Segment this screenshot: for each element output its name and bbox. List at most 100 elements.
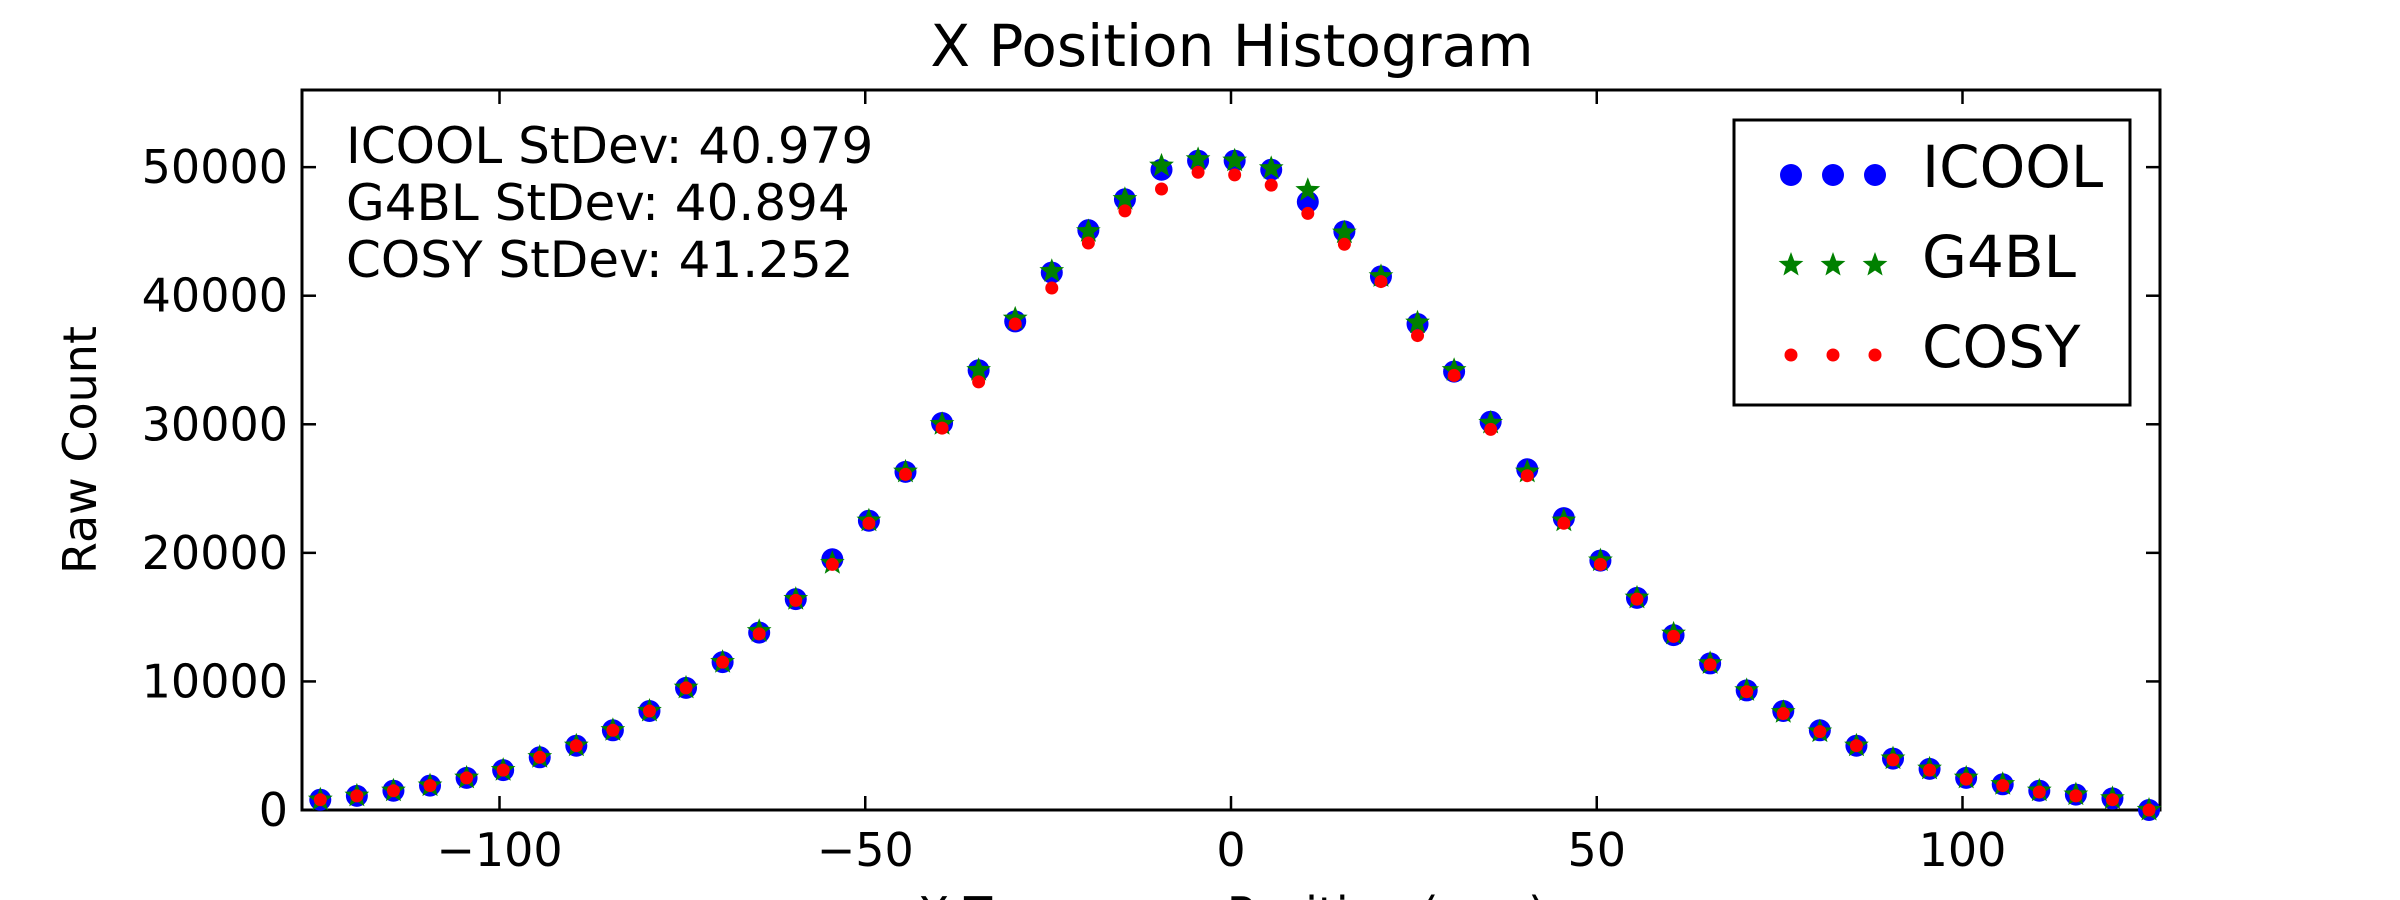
data-point-cosy (1630, 592, 1644, 606)
data-point-cosy (1008, 317, 1022, 331)
data-point-cosy (1264, 178, 1278, 192)
axis-ticks: −100 −50 0 50 100 0 10000 20000 30000 40000 50000 (142, 90, 2160, 877)
data-point-cosy (1557, 516, 1571, 530)
data-point-cosy (1191, 165, 1205, 179)
data-point-cosy (1886, 753, 1900, 767)
data-point-g4bl (1149, 152, 1174, 177)
data-point-cosy (1813, 725, 1827, 739)
data-point-cosy (1374, 275, 1388, 289)
data-point-cosy (716, 655, 730, 669)
data-point-cosy (1081, 236, 1095, 250)
legend-marker-cosy (1868, 348, 1882, 362)
y-tick-label: 40000 (142, 269, 288, 323)
data-point-cosy (1776, 707, 1790, 721)
data-series (307, 146, 2162, 821)
data-point-cosy (2142, 803, 2156, 817)
y-tick-label: 0 (259, 783, 288, 837)
data-point-cosy (2105, 793, 2119, 807)
stdev-annotations: ICOOL StDev: 40.979 G4BL StDev: 40.894 C… (346, 117, 873, 289)
data-point-cosy (642, 704, 656, 718)
data-point-cosy (752, 627, 766, 641)
data-point-g4bl (966, 357, 991, 381)
x-axis-label: X Transverse Position (mm) (918, 887, 1546, 900)
legend-label-g4bl: G4BL (1922, 223, 2076, 291)
chart-title: X Position Histogram (930, 12, 1533, 80)
data-point-cosy (1996, 779, 2010, 793)
legend-marker-icool (1822, 164, 1844, 186)
data-point-cosy (679, 681, 693, 695)
data-point-cosy (1923, 763, 1937, 777)
data-point-cosy (825, 557, 839, 571)
data-point-cosy (1520, 469, 1534, 483)
data-point-cosy (386, 784, 400, 798)
data-point-cosy (1959, 772, 1973, 786)
data-point-cosy (1155, 182, 1169, 196)
data-point-cosy (1703, 658, 1717, 672)
data-point-cosy (1447, 368, 1461, 382)
x-tick-label: −50 (817, 823, 914, 877)
data-point-cosy (1118, 204, 1132, 218)
data-point-cosy (862, 516, 876, 530)
data-point-g4bl (1478, 410, 1503, 434)
data-point-cosy (1411, 329, 1425, 343)
data-point-g4bl (1405, 309, 1430, 334)
y-tick-label: 50000 (142, 140, 288, 194)
legend-label-icool: ICOOL (1922, 133, 2103, 201)
data-point-g4bl (1039, 258, 1065, 282)
series-cosy (313, 165, 2156, 817)
legend-marker-g4bl (1778, 252, 1804, 276)
cosy-stdev-annotation: COSY StDev: 41.252 (346, 231, 854, 289)
data-point-cosy (972, 375, 986, 389)
data-point-cosy (2032, 785, 2046, 799)
x-tick-label: −100 (436, 823, 562, 877)
data-point-cosy (1301, 206, 1315, 220)
data-point-cosy (898, 467, 912, 481)
data-point-g4bl (1185, 146, 1211, 170)
data-point-cosy (423, 779, 437, 793)
data-point-cosy (1484, 422, 1498, 436)
data-point-cosy (496, 763, 510, 777)
data-point-cosy (606, 723, 620, 737)
data-point-g4bl (1332, 219, 1357, 244)
legend-marker-icool (1780, 164, 1802, 186)
data-point-cosy (789, 593, 803, 607)
x-tick-label: 100 (1919, 823, 2007, 877)
legend-marker-cosy (1784, 348, 1798, 362)
legend-markers (1778, 164, 1888, 362)
data-point-g4bl (1295, 177, 1321, 201)
data-point-g4bl (1258, 155, 1284, 179)
icool-stdev-annotation: ICOOL StDev: 40.979 (346, 117, 873, 175)
y-axis-label: Raw Count (53, 326, 107, 574)
legend-marker-icool (1864, 164, 1886, 186)
x-tick-label: 0 (1216, 823, 1245, 877)
y-tick-label: 10000 (142, 654, 288, 708)
legend-marker-cosy (1826, 348, 1840, 362)
data-point-cosy (313, 793, 327, 807)
data-point-cosy (1337, 237, 1351, 251)
data-point-cosy (1667, 629, 1681, 643)
g4bl-stdev-annotation: G4BL StDev: 40.894 (346, 174, 850, 232)
data-point-cosy (1849, 739, 1863, 753)
data-point-cosy (460, 771, 474, 785)
data-point-cosy (935, 421, 949, 435)
data-point-cosy (350, 789, 364, 803)
data-point-g4bl (1112, 186, 1138, 210)
data-point-cosy (1740, 685, 1754, 699)
y-tick-label: 30000 (142, 397, 288, 451)
y-tick-label: 20000 (142, 526, 288, 580)
legend-marker-g4bl (1862, 252, 1888, 276)
x-tick-label: 50 (1567, 823, 1626, 877)
data-point-cosy (2069, 789, 2083, 803)
legend-label-cosy: COSY (1922, 313, 2081, 381)
data-point-cosy (1045, 281, 1059, 295)
legend-marker-g4bl (1820, 252, 1846, 276)
data-point-cosy (569, 739, 583, 753)
data-point-cosy (1593, 557, 1607, 571)
data-point-g4bl (1076, 218, 1101, 242)
data-point-g4bl (1222, 147, 1247, 172)
data-point-cosy (1228, 168, 1242, 182)
legend: ICOOL G4BL COSY (1732, 118, 2132, 407)
data-point-cosy (533, 750, 547, 764)
